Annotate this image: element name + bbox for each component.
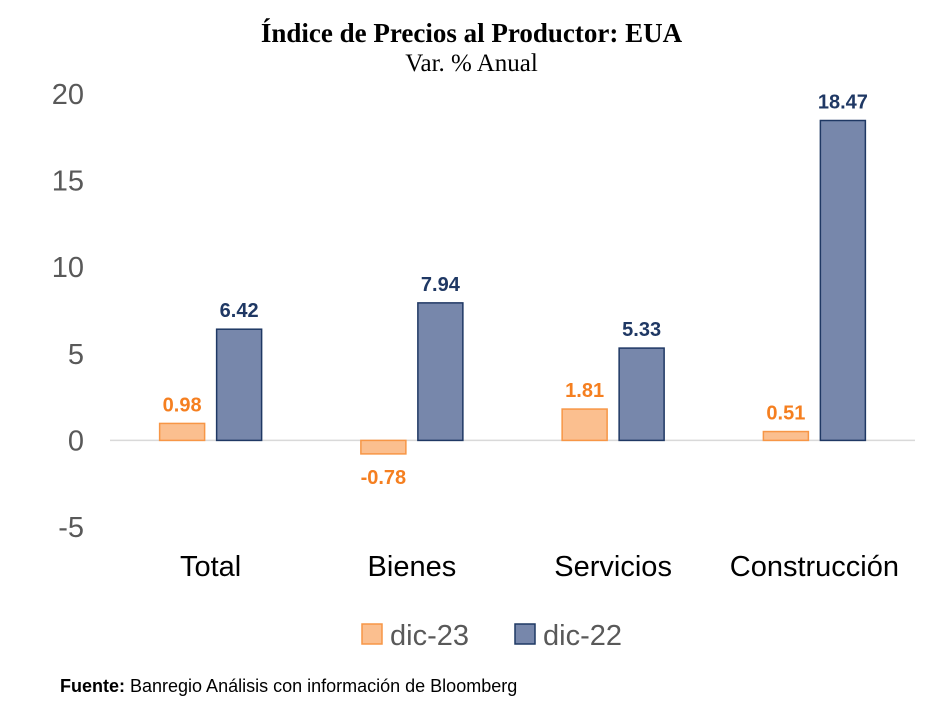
bar-dic-23-servicios (561, 408, 608, 442)
x-tick-label: Total (180, 551, 241, 583)
data-label: 7.94 (421, 274, 461, 296)
x-tick-label: Construcción (730, 551, 899, 583)
legend-swatch (514, 623, 536, 645)
chart-subtitle: Var. % Anual (405, 50, 538, 77)
legend-swatch (361, 623, 383, 645)
legend-label: dic-23 (390, 620, 469, 652)
data-label: 1.81 (565, 380, 604, 402)
y-tick-label: -5 (58, 512, 84, 544)
data-label: 5.33 (622, 319, 661, 341)
bar-dic-23-construcción (762, 430, 810, 442)
data-label: 18.47 (818, 91, 868, 113)
source-text: Banregio Análisis con información de Blo… (125, 676, 518, 696)
y-tick-label: 10 (52, 252, 84, 284)
legend-label: dic-22 (543, 620, 622, 652)
x-tick-label: Bienes (368, 551, 457, 583)
bar-dic-22-bienes (417, 302, 464, 442)
y-tick-label: 5 (68, 339, 84, 371)
source-label: Fuente: (60, 676, 125, 696)
data-label: 6.42 (220, 300, 259, 322)
data-label: 0.98 (163, 394, 202, 416)
y-tick-label: 20 (52, 79, 84, 111)
x-tick-label: Servicios (554, 551, 672, 583)
data-label: -0.78 (361, 467, 407, 489)
data-label: 0.51 (766, 403, 805, 425)
y-tick-label: 15 (52, 166, 84, 198)
bar-chart: 20 15 10 5 0 -5 0.98 6.42 Total -0.78 7.94 Bienes 1.… (52, 79, 915, 652)
bar-dic-23-bienes (360, 439, 407, 455)
source-note: Fuente: Banregio Análisis con informació… (60, 676, 517, 697)
bar-dic-22-servicios (618, 347, 665, 442)
bar-dic-22-total (215, 328, 263, 442)
y-tick-label: 0 (68, 425, 84, 457)
bar-dic-23-total (158, 422, 206, 442)
bar-dic-22-construcción (819, 119, 867, 442)
chart-title: Índice de Precios al Productor: EUA (260, 18, 683, 48)
